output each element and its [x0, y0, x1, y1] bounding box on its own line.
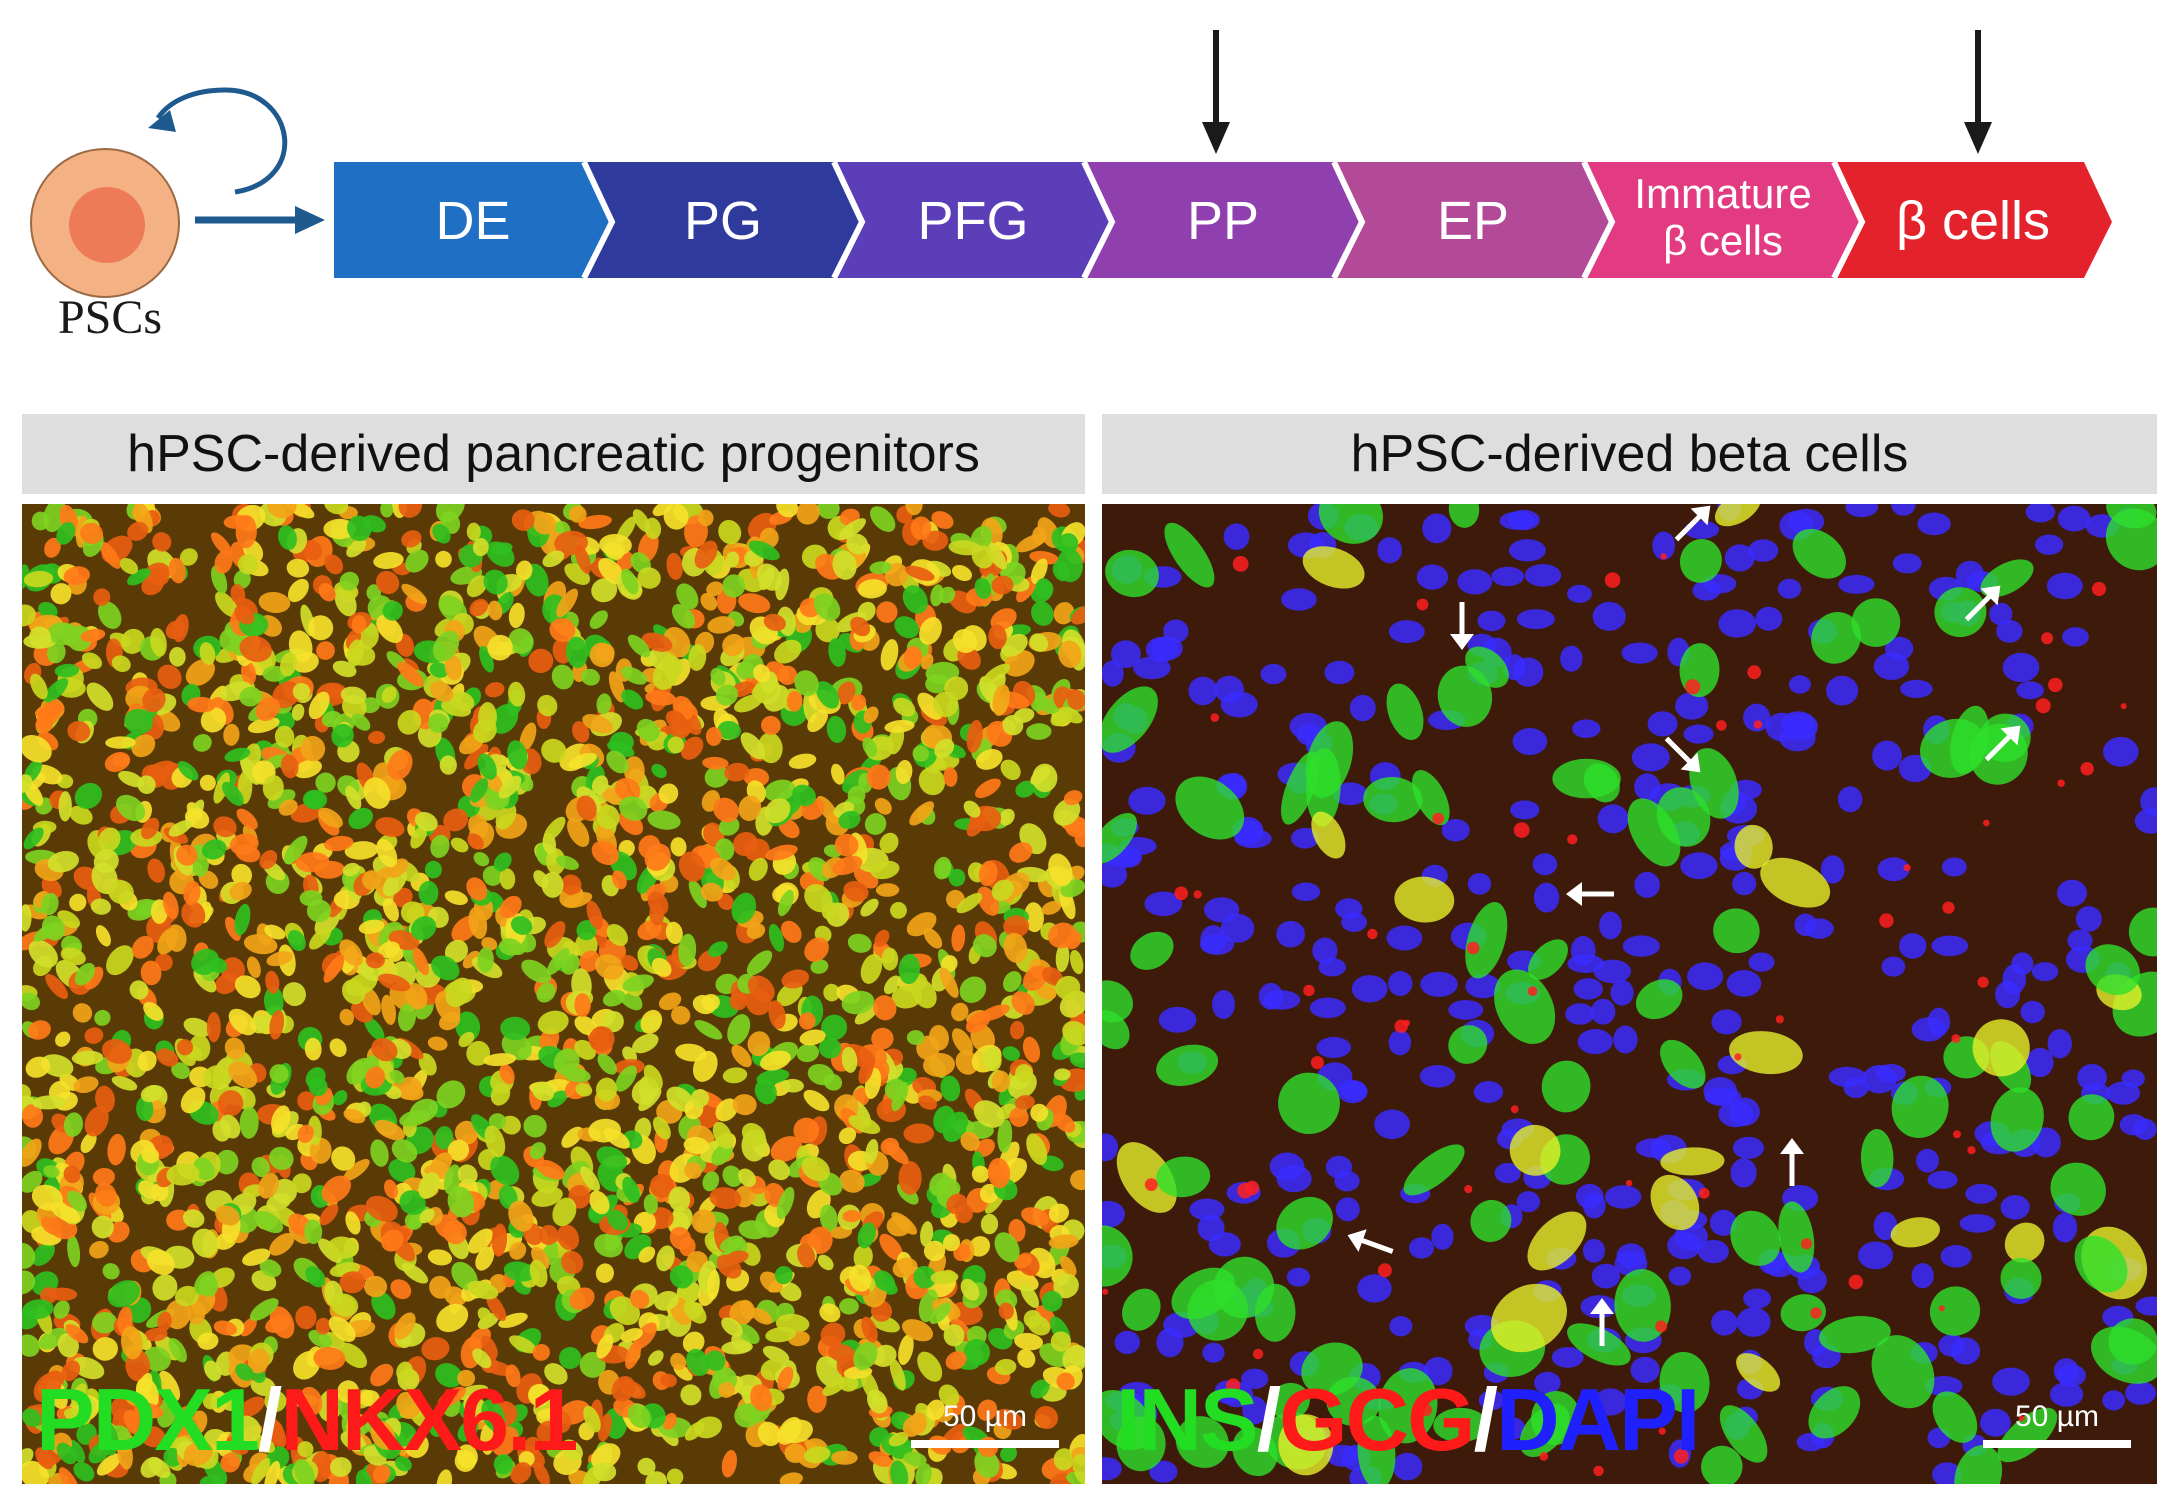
- stain-gcg-label: GCG: [1279, 1370, 1475, 1469]
- micrograph-beta-cells: INS/GCG/DAPI 50 µm: [1102, 504, 2157, 1484]
- stain-separator: /: [257, 1370, 282, 1469]
- stage-label-beta: β cells: [1895, 191, 2051, 251]
- differentiation-start-arrow-icon: [195, 206, 325, 234]
- panel-title-beta-cells: hPSC-derived beta cells: [1102, 414, 2157, 494]
- psc-nucleus: [69, 187, 145, 263]
- scale-bar-label-right: 50 µm: [2015, 1400, 2099, 1433]
- stage-label-immature-beta: Immature β cells: [1598, 170, 1848, 264]
- stage-label-pfg: PFG: [917, 191, 1029, 251]
- stain-separator-1: /: [1256, 1370, 1281, 1469]
- stage-chevron-ep: [1334, 162, 1612, 278]
- scale-bar-left: [911, 1440, 1059, 1448]
- stain-separator-2: /: [1473, 1370, 1498, 1469]
- stage-label-de: DE: [435, 191, 511, 251]
- stain-ins-label: INS: [1116, 1370, 1259, 1469]
- self-renewal-arrow-icon: [148, 87, 288, 195]
- stain-legend-right: INS/GCG/DAPI: [1116, 1376, 1700, 1464]
- beta-marker-arrow-icon: [1964, 30, 1992, 154]
- stage-chevron-immature-beta: [1584, 162, 1862, 278]
- pp-marker-arrow-icon: [1202, 30, 1230, 154]
- progenitor-nuclei-image: [22, 504, 1085, 1484]
- stain-legend-left: PDX1/NKX6.1: [36, 1376, 578, 1464]
- psc-cell-icon: [30, 148, 180, 298]
- panel-title-progenitors: hPSC-derived pancreatic progenitors: [22, 414, 1085, 494]
- stage-chevron-pg: [584, 162, 862, 278]
- psc-label: PSCs: [57, 291, 163, 344]
- stain-nkx61-label: NKX6.1: [280, 1370, 578, 1469]
- stage-chevron-de: [334, 162, 612, 278]
- scale-bar-label-left: 50 µm: [943, 1400, 1027, 1433]
- stain-pdx1-label: PDX1: [36, 1370, 260, 1469]
- stage-label-pp: PP: [1186, 191, 1260, 251]
- stage-label-immature-line2: β cells: [1663, 217, 1783, 265]
- stage-label-immature-line1: Immature: [1634, 170, 1812, 217]
- stage-label-pg: PG: [683, 191, 763, 251]
- micrograph-progenitors: PDX1/NKX6.1 50 µm: [22, 504, 1085, 1484]
- stage-chevrons: [334, 30, 2112, 280]
- beta-cell-stain-image: [1102, 504, 2157, 1484]
- differentiation-pipeline: PSCs DE PG PFG PP EP: [0, 0, 2169, 380]
- stage-label-ep: EP: [1436, 191, 1510, 251]
- scale-bar-right: [1983, 1440, 2131, 1448]
- stage-chevron-pfg: [834, 162, 1112, 278]
- stage-chevron-beta: [1834, 162, 2112, 278]
- stain-dapi-label: DAPI: [1496, 1370, 1700, 1469]
- stage-chevron-pp: [1084, 162, 1362, 278]
